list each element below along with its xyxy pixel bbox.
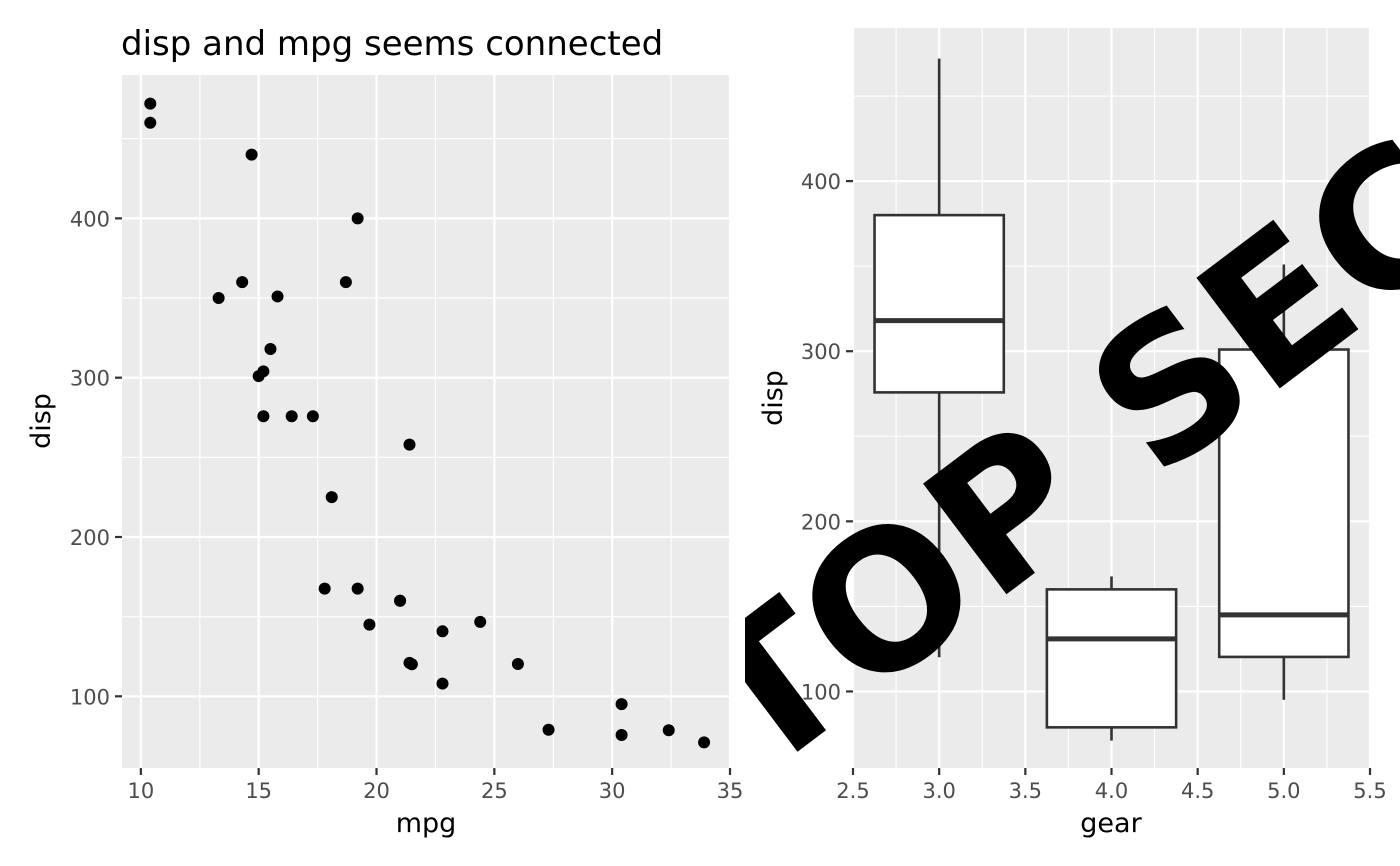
x-tick-label: 25 [481, 779, 508, 803]
scatter-point [252, 370, 265, 383]
y-tick-label: 200 [801, 510, 841, 534]
scatter-point [285, 410, 298, 423]
x-axis-title: mpg [396, 808, 457, 839]
scatter-point [318, 582, 331, 595]
scatter-gridlines [122, 75, 732, 768]
scatter-point [394, 594, 407, 607]
scatter-point [264, 343, 277, 356]
scatter-point [615, 729, 628, 742]
scatter-point [615, 698, 628, 711]
x-tick-label: 20 [363, 779, 390, 803]
scatter-point [403, 438, 416, 451]
y-tick-label: 100 [70, 685, 110, 709]
scatter-point [698, 736, 711, 749]
scatter-point [474, 615, 487, 628]
box-group [873, 58, 1006, 658]
scatter-point [351, 582, 364, 595]
y-tick-label: 100 [801, 680, 841, 704]
scatter-point [363, 618, 376, 631]
x-tick-label: 3.5 [1009, 779, 1042, 803]
plot-title: disp and mpg seems connected [121, 24, 663, 64]
scatter-axes: 10 15 20 25 30 35 100 200 300 400 [70, 207, 743, 803]
scatter-point [662, 724, 675, 737]
box-group [1045, 576, 1178, 741]
scatter-panel [122, 75, 730, 768]
scatter-point [542, 723, 555, 736]
x-tick-label: 2.5 [836, 779, 869, 803]
x-tick-label: 4.5 [1181, 779, 1214, 803]
x-tick-label: 35 [717, 779, 744, 803]
iqr-box [1045, 588, 1178, 729]
x-tick-label: 30 [599, 779, 626, 803]
scatter-point [339, 276, 352, 289]
x-tick-label: 5.0 [1267, 779, 1300, 803]
scatter-point [306, 410, 319, 423]
scatter-point [271, 290, 284, 303]
y-tick-label: 300 [70, 367, 110, 391]
x-tick-label: 4.0 [1095, 779, 1128, 803]
scatter-point [405, 658, 418, 671]
scatter-points [144, 97, 711, 749]
x-axis-title: gear [1080, 808, 1142, 839]
scatter-point [144, 116, 157, 129]
scatter-point [436, 625, 449, 638]
y-axis-title: disp [758, 370, 789, 426]
scatter-point [325, 491, 338, 504]
scatter-point [236, 276, 249, 289]
boxplot-boxes [873, 58, 1350, 741]
x-tick-label: 15 [245, 779, 272, 803]
x-tick-label: 5.5 [1353, 779, 1386, 803]
y-tick-label: 200 [70, 526, 110, 550]
scatter-point [257, 410, 270, 423]
y-tick-label: 400 [70, 207, 110, 231]
boxplot-axes: 2.5 3.0 3.5 4.0 4.5 5.0 5.5 100 200 300 400 [801, 170, 1387, 803]
x-tick-label: 3.0 [922, 779, 955, 803]
scatter-point [144, 97, 157, 110]
y-tick-label: 300 [801, 340, 841, 364]
x-tick-label: 10 [127, 779, 154, 803]
scatter-point [212, 292, 225, 305]
iqr-box [873, 213, 1006, 394]
box-plot: 2.5 3.0 3.5 4.0 4.5 5.0 5.5 100 200 300 400 gear d… [758, 28, 1387, 839]
scatter-plot: disp and mpg seems connected 10 15 20 25 30 3… [26, 24, 743, 839]
scatter-point [351, 212, 364, 225]
scatter-point [511, 657, 524, 670]
box-group [1217, 264, 1350, 700]
y-axis-title: disp [26, 393, 57, 449]
y-tick-label: 400 [801, 170, 841, 194]
scatter-point [245, 148, 258, 161]
scatter-point [436, 677, 449, 690]
iqr-box [1217, 348, 1350, 659]
